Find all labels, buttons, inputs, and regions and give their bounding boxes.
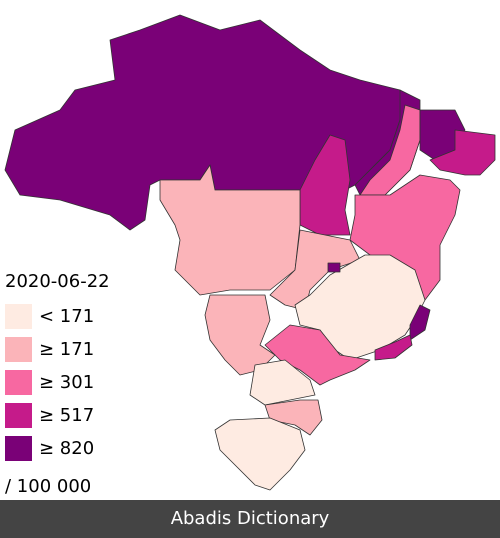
footer-text: Abadis Dictionary — [171, 508, 330, 529]
state-parana — [249, 359, 316, 406]
legend: < 171 ≥ 171 ≥ 301 ≥ 517 ≥ 820 — [5, 304, 94, 461]
legend-swatch — [5, 436, 32, 461]
state-mato-grosso — [159, 164, 301, 296]
footer-bar — [0, 500, 500, 538]
state-mato-grosso-do-sul — [204, 294, 276, 376]
state-northeast-coast — [429, 129, 496, 176]
state-federal-district — [327, 262, 341, 273]
legend-swatch — [5, 370, 32, 395]
legend-label: ≥ 301 — [39, 372, 94, 393]
legend-label: ≥ 517 — [39, 405, 94, 426]
state-bahia — [349, 174, 461, 301]
state-rio-de-janeiro — [374, 334, 413, 361]
legend-label: < 171 — [39, 306, 94, 327]
legend-unit: / 100 000 — [5, 476, 91, 497]
states — [4, 14, 496, 491]
state-rio-grande-do-sul — [214, 417, 306, 491]
legend-swatch — [5, 403, 32, 428]
legend-title: 2020-06-22 — [5, 271, 110, 292]
legend-swatch — [5, 337, 32, 362]
legend-swatch — [5, 304, 32, 329]
state-tocantins — [299, 134, 351, 236]
legend-label: ≥ 820 — [39, 438, 94, 459]
legend-label: ≥ 171 — [39, 339, 94, 360]
state-espirito-santo — [409, 304, 431, 341]
